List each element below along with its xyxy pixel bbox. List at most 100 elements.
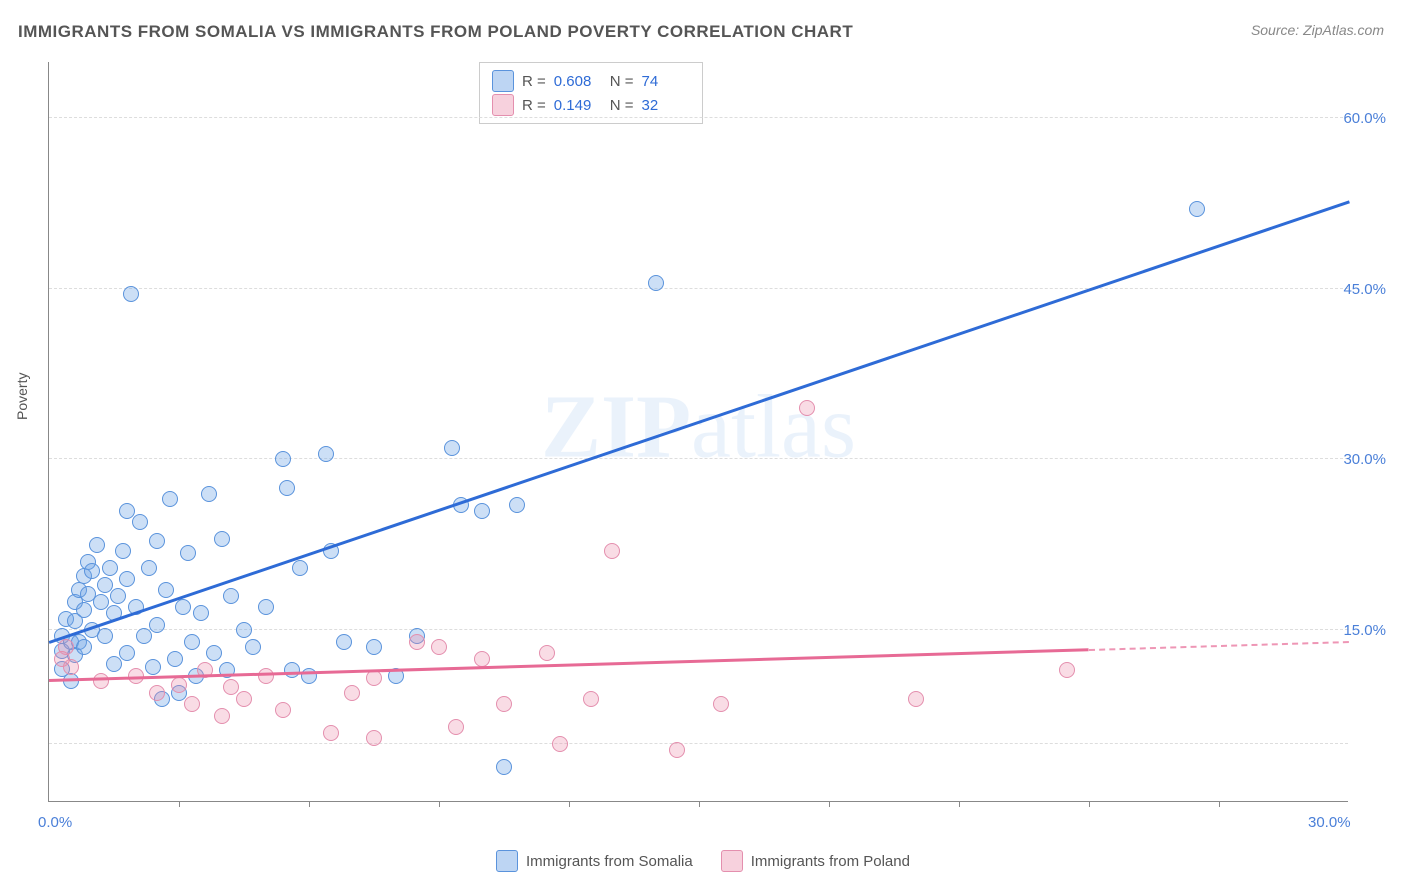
data-point-poland (366, 670, 382, 686)
data-point-somalia (180, 545, 196, 561)
legend-correlation: R = 0.608 N = 74 R = 0.149 N = 32 (479, 62, 703, 124)
x-tick (179, 801, 180, 807)
data-point-somalia (158, 582, 174, 598)
x-tick (829, 801, 830, 807)
swatch-somalia (492, 70, 514, 92)
data-point-somalia (76, 602, 92, 618)
data-point-somalia (110, 588, 126, 604)
data-point-somalia (292, 560, 308, 576)
data-point-poland (58, 639, 74, 655)
data-point-somalia (149, 617, 165, 633)
watermark: ZIPatlas (541, 375, 856, 478)
data-point-somalia (193, 605, 209, 621)
data-point-poland (1059, 662, 1075, 678)
data-point-poland (171, 677, 187, 693)
x-tick (1089, 801, 1090, 807)
data-point-poland (908, 691, 924, 707)
data-point-somalia (236, 622, 252, 638)
y-tick-label: 60.0% (1343, 110, 1386, 127)
data-point-somalia (201, 486, 217, 502)
data-point-somalia (366, 639, 382, 655)
data-point-poland (236, 691, 252, 707)
legend-item-somalia: Immigrants from Somalia (496, 850, 693, 872)
legend-row-somalia: R = 0.608 N = 74 (492, 69, 690, 93)
data-point-somalia (509, 497, 525, 513)
data-point-poland (669, 742, 685, 758)
gridline (49, 288, 1348, 289)
gridline (49, 458, 1348, 459)
data-point-somalia (119, 645, 135, 661)
data-point-somalia (167, 651, 183, 667)
y-tick-label: 30.0% (1343, 451, 1386, 468)
data-point-somalia (223, 588, 239, 604)
x-tick-label: 0.0% (38, 814, 72, 831)
source-label: Source: ZipAtlas.com (1251, 22, 1384, 38)
data-point-poland (409, 634, 425, 650)
data-point-poland (604, 543, 620, 559)
data-point-poland (448, 719, 464, 735)
data-point-somalia (336, 634, 352, 650)
x-tick-label: 30.0% (1308, 814, 1351, 831)
data-point-poland (366, 730, 382, 746)
trendline (49, 201, 1350, 644)
data-point-poland (323, 725, 339, 741)
x-tick (699, 801, 700, 807)
data-point-somalia (141, 560, 157, 576)
y-tick-label: 45.0% (1343, 281, 1386, 298)
data-point-somalia (444, 440, 460, 456)
data-point-poland (799, 400, 815, 416)
swatch-somalia-bottom (496, 850, 518, 872)
data-point-poland (496, 696, 512, 712)
data-point-somalia (279, 480, 295, 496)
data-point-poland (275, 702, 291, 718)
data-point-somalia (76, 639, 92, 655)
data-point-somalia (284, 662, 300, 678)
data-point-somalia (115, 543, 131, 559)
data-point-somalia (145, 659, 161, 675)
data-point-poland (214, 708, 230, 724)
swatch-poland (492, 94, 514, 116)
data-point-poland (552, 736, 568, 752)
data-point-poland (474, 651, 490, 667)
data-point-somalia (474, 503, 490, 519)
data-point-somalia (102, 560, 118, 576)
data-point-somalia (63, 673, 79, 689)
gridline (49, 117, 1348, 118)
data-point-somalia (84, 563, 100, 579)
x-tick (1219, 801, 1220, 807)
x-tick (959, 801, 960, 807)
data-point-somalia (132, 514, 148, 530)
legend-item-poland: Immigrants from Poland (721, 850, 910, 872)
data-point-somalia (162, 491, 178, 507)
gridline (49, 743, 1348, 744)
data-point-somalia (496, 759, 512, 775)
data-point-poland (539, 645, 555, 661)
data-point-poland (344, 685, 360, 701)
chart-title: IMMIGRANTS FROM SOMALIA VS IMMIGRANTS FR… (18, 22, 853, 42)
x-tick (309, 801, 310, 807)
y-tick-label: 15.0% (1343, 622, 1386, 639)
swatch-poland-bottom (721, 850, 743, 872)
data-point-somalia (149, 533, 165, 549)
plot-area: ZIPatlas R = 0.608 N = 74 R = 0.149 N = … (48, 62, 1348, 802)
y-axis-label: Poverty (14, 373, 30, 420)
data-point-somalia (175, 599, 191, 615)
data-point-somalia (97, 628, 113, 644)
legend-row-poland: R = 0.149 N = 32 (492, 93, 690, 117)
data-point-somalia (1189, 201, 1205, 217)
data-point-somalia (245, 639, 261, 655)
data-point-poland (63, 659, 79, 675)
x-tick (569, 801, 570, 807)
data-point-somalia (106, 656, 122, 672)
data-point-somalia (648, 275, 664, 291)
data-point-somalia (318, 446, 334, 462)
data-point-somalia (214, 531, 230, 547)
data-point-poland (184, 696, 200, 712)
data-point-poland (223, 679, 239, 695)
x-tick (439, 801, 440, 807)
data-point-somalia (258, 599, 274, 615)
data-point-somalia (119, 571, 135, 587)
data-point-poland (713, 696, 729, 712)
data-point-poland (258, 668, 274, 684)
correlation-chart: IMMIGRANTS FROM SOMALIA VS IMMIGRANTS FR… (0, 0, 1406, 892)
